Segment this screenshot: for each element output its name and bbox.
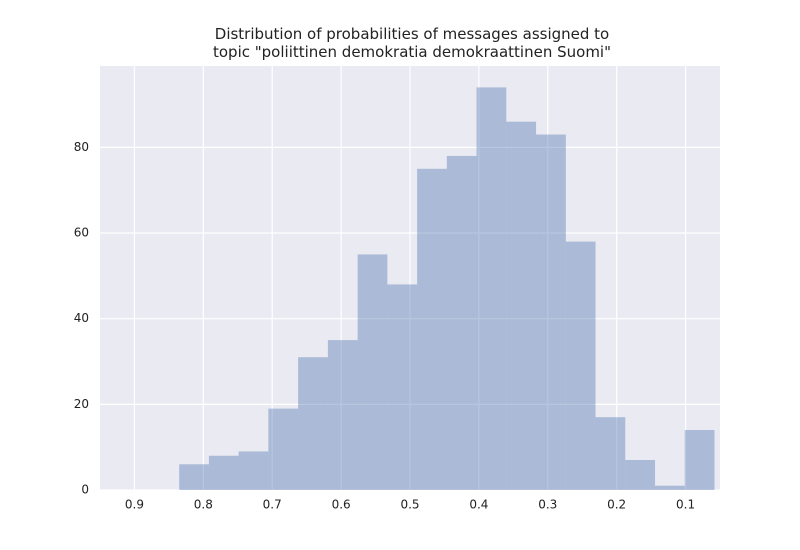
x-tick-label: 0.9 xyxy=(125,498,144,512)
bar xyxy=(506,121,537,491)
x-tick-label: 0.3 xyxy=(538,498,557,512)
x-tick-label: 0.2 xyxy=(607,498,626,512)
y-tick-label: 40 xyxy=(74,311,89,325)
x-tick-label: 0.1 xyxy=(676,498,695,512)
x-tick-label: 0.6 xyxy=(332,498,351,512)
bar xyxy=(298,357,328,490)
bar xyxy=(387,284,418,490)
bar xyxy=(684,430,715,490)
bar xyxy=(357,254,388,490)
bar xyxy=(268,408,299,490)
x-tick-label: 0.8 xyxy=(194,498,213,512)
bar xyxy=(327,340,358,490)
y-tick-label: 80 xyxy=(74,140,89,154)
bar xyxy=(565,241,596,490)
x-tick-label: 0.5 xyxy=(400,498,419,512)
y-tick-label: 0 xyxy=(81,483,89,497)
chart-title: Distribution of probabilities of message… xyxy=(213,25,611,61)
bar xyxy=(179,464,209,490)
bar xyxy=(625,460,656,490)
y-tick-label: 20 xyxy=(74,397,89,411)
x-tick-label: 0.7 xyxy=(263,498,282,512)
y-tick-label: 60 xyxy=(74,226,89,240)
bar xyxy=(655,485,685,490)
bar xyxy=(446,155,477,490)
x-tick-label: 0.4 xyxy=(469,498,488,512)
bar xyxy=(417,168,447,490)
bar xyxy=(536,134,566,490)
bar xyxy=(476,87,507,491)
bar xyxy=(208,455,239,490)
bar xyxy=(238,451,269,490)
bar xyxy=(595,417,626,490)
